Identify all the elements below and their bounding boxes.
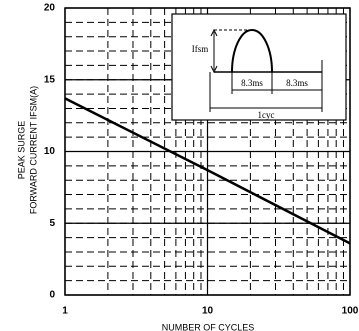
- half-sine: [231, 29, 273, 73]
- inset-box: [171, 13, 347, 121]
- x-tick-label: 1: [62, 306, 68, 317]
- ifsm-heads: [210, 28, 218, 74]
- series-line: [64, 97, 351, 245]
- inset-label: 8.3ms: [241, 78, 263, 88]
- y-tick-label: 10: [44, 146, 56, 157]
- x-tick-label: 100: [342, 306, 359, 317]
- inset: Ifsm 8.3ms 8.3ms 1cyc: [171, 13, 347, 121]
- x-tick-label: 10: [202, 306, 214, 317]
- y-axis-label: FORWARD CURRENT IFSM(A): [28, 86, 38, 214]
- inset-label: 1cyc: [258, 110, 275, 120]
- inset-label: Ifsm: [192, 44, 209, 54]
- x-axis-label: NUMBER OF CYCLES: [162, 322, 255, 331]
- y-tick-label: 20: [44, 3, 56, 14]
- y-tick-label: 0: [49, 290, 55, 301]
- y-axis-label: PEAK SURGE: [16, 121, 26, 180]
- y-tick-label: 15: [44, 74, 56, 85]
- inset-label: 8.3ms: [286, 78, 308, 88]
- plot-frame: [64, 7, 351, 296]
- y-tick-label: 5: [49, 218, 55, 229]
